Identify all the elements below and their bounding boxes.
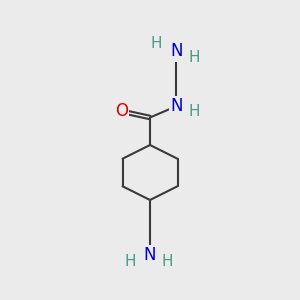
Text: H: H bbox=[124, 254, 136, 269]
Text: H: H bbox=[151, 36, 162, 51]
Text: H: H bbox=[188, 50, 200, 65]
Text: N: N bbox=[144, 246, 156, 264]
Text: H: H bbox=[162, 254, 173, 269]
Text: N: N bbox=[170, 97, 182, 115]
Text: N: N bbox=[170, 42, 182, 60]
Text: O: O bbox=[115, 102, 128, 120]
Text: H: H bbox=[188, 104, 200, 119]
